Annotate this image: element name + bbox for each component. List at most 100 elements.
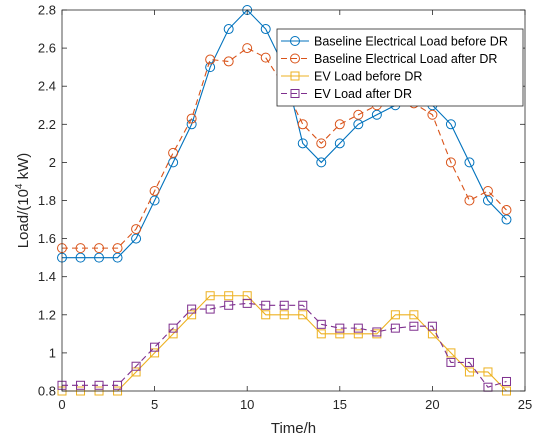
series-4 — [57, 298, 511, 392]
data-point — [427, 321, 437, 331]
data-point — [131, 361, 141, 371]
x-tick-label: 25 — [518, 397, 532, 412]
data-point — [298, 300, 308, 310]
data-point — [409, 321, 419, 331]
data-point — [223, 56, 234, 67]
y-axis-label-suffix: kW) — [15, 153, 32, 184]
data-point — [224, 300, 234, 310]
y-tick-label: 2.6 — [38, 41, 56, 56]
data-point — [297, 138, 308, 149]
legend-marker — [290, 71, 300, 81]
data-point — [316, 319, 326, 329]
data-point — [205, 54, 216, 65]
data-point — [75, 243, 86, 254]
data-point — [445, 157, 456, 168]
legend-label: EV Load after DR — [314, 87, 412, 101]
data-point — [168, 323, 178, 333]
data-point — [242, 43, 253, 54]
data-point — [242, 298, 252, 308]
legend-label: Baseline Electrical Load after DR — [314, 52, 497, 66]
data-point — [112, 252, 123, 263]
x-tick-label: 20 — [425, 397, 439, 412]
data-point — [150, 342, 160, 352]
data-point — [168, 147, 179, 158]
data-point — [298, 310, 308, 320]
x-axis-label: Time/h — [271, 420, 316, 437]
data-point — [353, 329, 363, 339]
data-point — [427, 109, 438, 120]
data-point — [446, 348, 456, 358]
data-point — [390, 310, 400, 320]
y-axis-ticks: 0.8 1 1.2 1.4 1.6 1.8 2 2.2 2.4 2.6 2.8 — [38, 3, 525, 399]
data-point — [335, 329, 345, 339]
legend-box — [276, 28, 524, 107]
data-point — [464, 157, 475, 168]
y-axis-label: Load/(104 kW) — [14, 153, 32, 249]
data-point — [205, 291, 215, 301]
y-tick-label: 2.4 — [38, 79, 56, 94]
y-axis-label-exponent: 4 — [14, 183, 25, 189]
data-point — [279, 300, 289, 310]
x-tick-label: 5 — [151, 397, 158, 412]
data-point — [150, 348, 160, 358]
legend-label: Baseline Electrical Load before DR — [314, 35, 508, 49]
data-point — [260, 52, 271, 63]
data-point — [464, 367, 474, 377]
data-point — [446, 357, 456, 367]
y-tick-label: 2.2 — [38, 117, 56, 132]
y-axis-label-prefix: Load/(10 — [15, 189, 32, 248]
data-point — [76, 380, 86, 390]
data-point — [187, 304, 197, 314]
data-point — [131, 233, 142, 244]
data-point — [464, 195, 475, 206]
data-point — [279, 310, 289, 320]
legend-marker — [290, 89, 300, 98]
y-tick-label: 1.4 — [38, 269, 56, 284]
data-point — [316, 157, 327, 168]
data-point — [334, 138, 345, 149]
data-point — [187, 310, 197, 320]
data-point — [334, 119, 345, 130]
data-point — [409, 310, 419, 320]
y-tick-label: 1.6 — [38, 231, 56, 246]
data-point — [501, 214, 512, 225]
data-point — [149, 185, 160, 196]
x-tick-label: 10 — [240, 397, 254, 412]
data-point — [186, 119, 197, 130]
data-point — [353, 323, 363, 333]
data-point — [335, 323, 345, 333]
x-tick-label: 0 — [58, 397, 65, 412]
legend-label: EV Load before DR — [314, 70, 422, 84]
data-point — [223, 24, 234, 35]
data-point — [113, 380, 123, 390]
data-point — [316, 138, 327, 149]
y-tick-label: 0.8 — [38, 384, 56, 399]
data-point — [168, 329, 178, 339]
data-point — [131, 224, 142, 235]
data-point — [482, 195, 493, 206]
data-point — [297, 119, 308, 130]
data-point — [112, 243, 123, 254]
data-point — [501, 205, 512, 216]
data-point — [390, 323, 400, 333]
legend: Baseline Electrical Load before DR Baseli… — [276, 28, 524, 107]
y-tick-label: 2 — [49, 155, 56, 170]
legend-marker — [290, 36, 300, 46]
y-tick-label: 1.2 — [38, 307, 56, 322]
data-point — [501, 376, 511, 386]
y-tick-label: 1.8 — [38, 193, 56, 208]
data-point — [353, 109, 364, 120]
data-point — [482, 185, 493, 196]
legend-marker — [290, 53, 300, 64]
x-tick-label: 15 — [333, 397, 347, 412]
data-point — [186, 113, 197, 124]
data-point — [224, 291, 234, 301]
data-point — [353, 119, 364, 130]
legend-entry: EV Load after DR — [281, 87, 412, 101]
series-line — [62, 302, 507, 388]
data-point — [372, 327, 382, 337]
data-point — [261, 300, 271, 310]
data-point — [131, 367, 141, 377]
data-point — [205, 304, 215, 314]
